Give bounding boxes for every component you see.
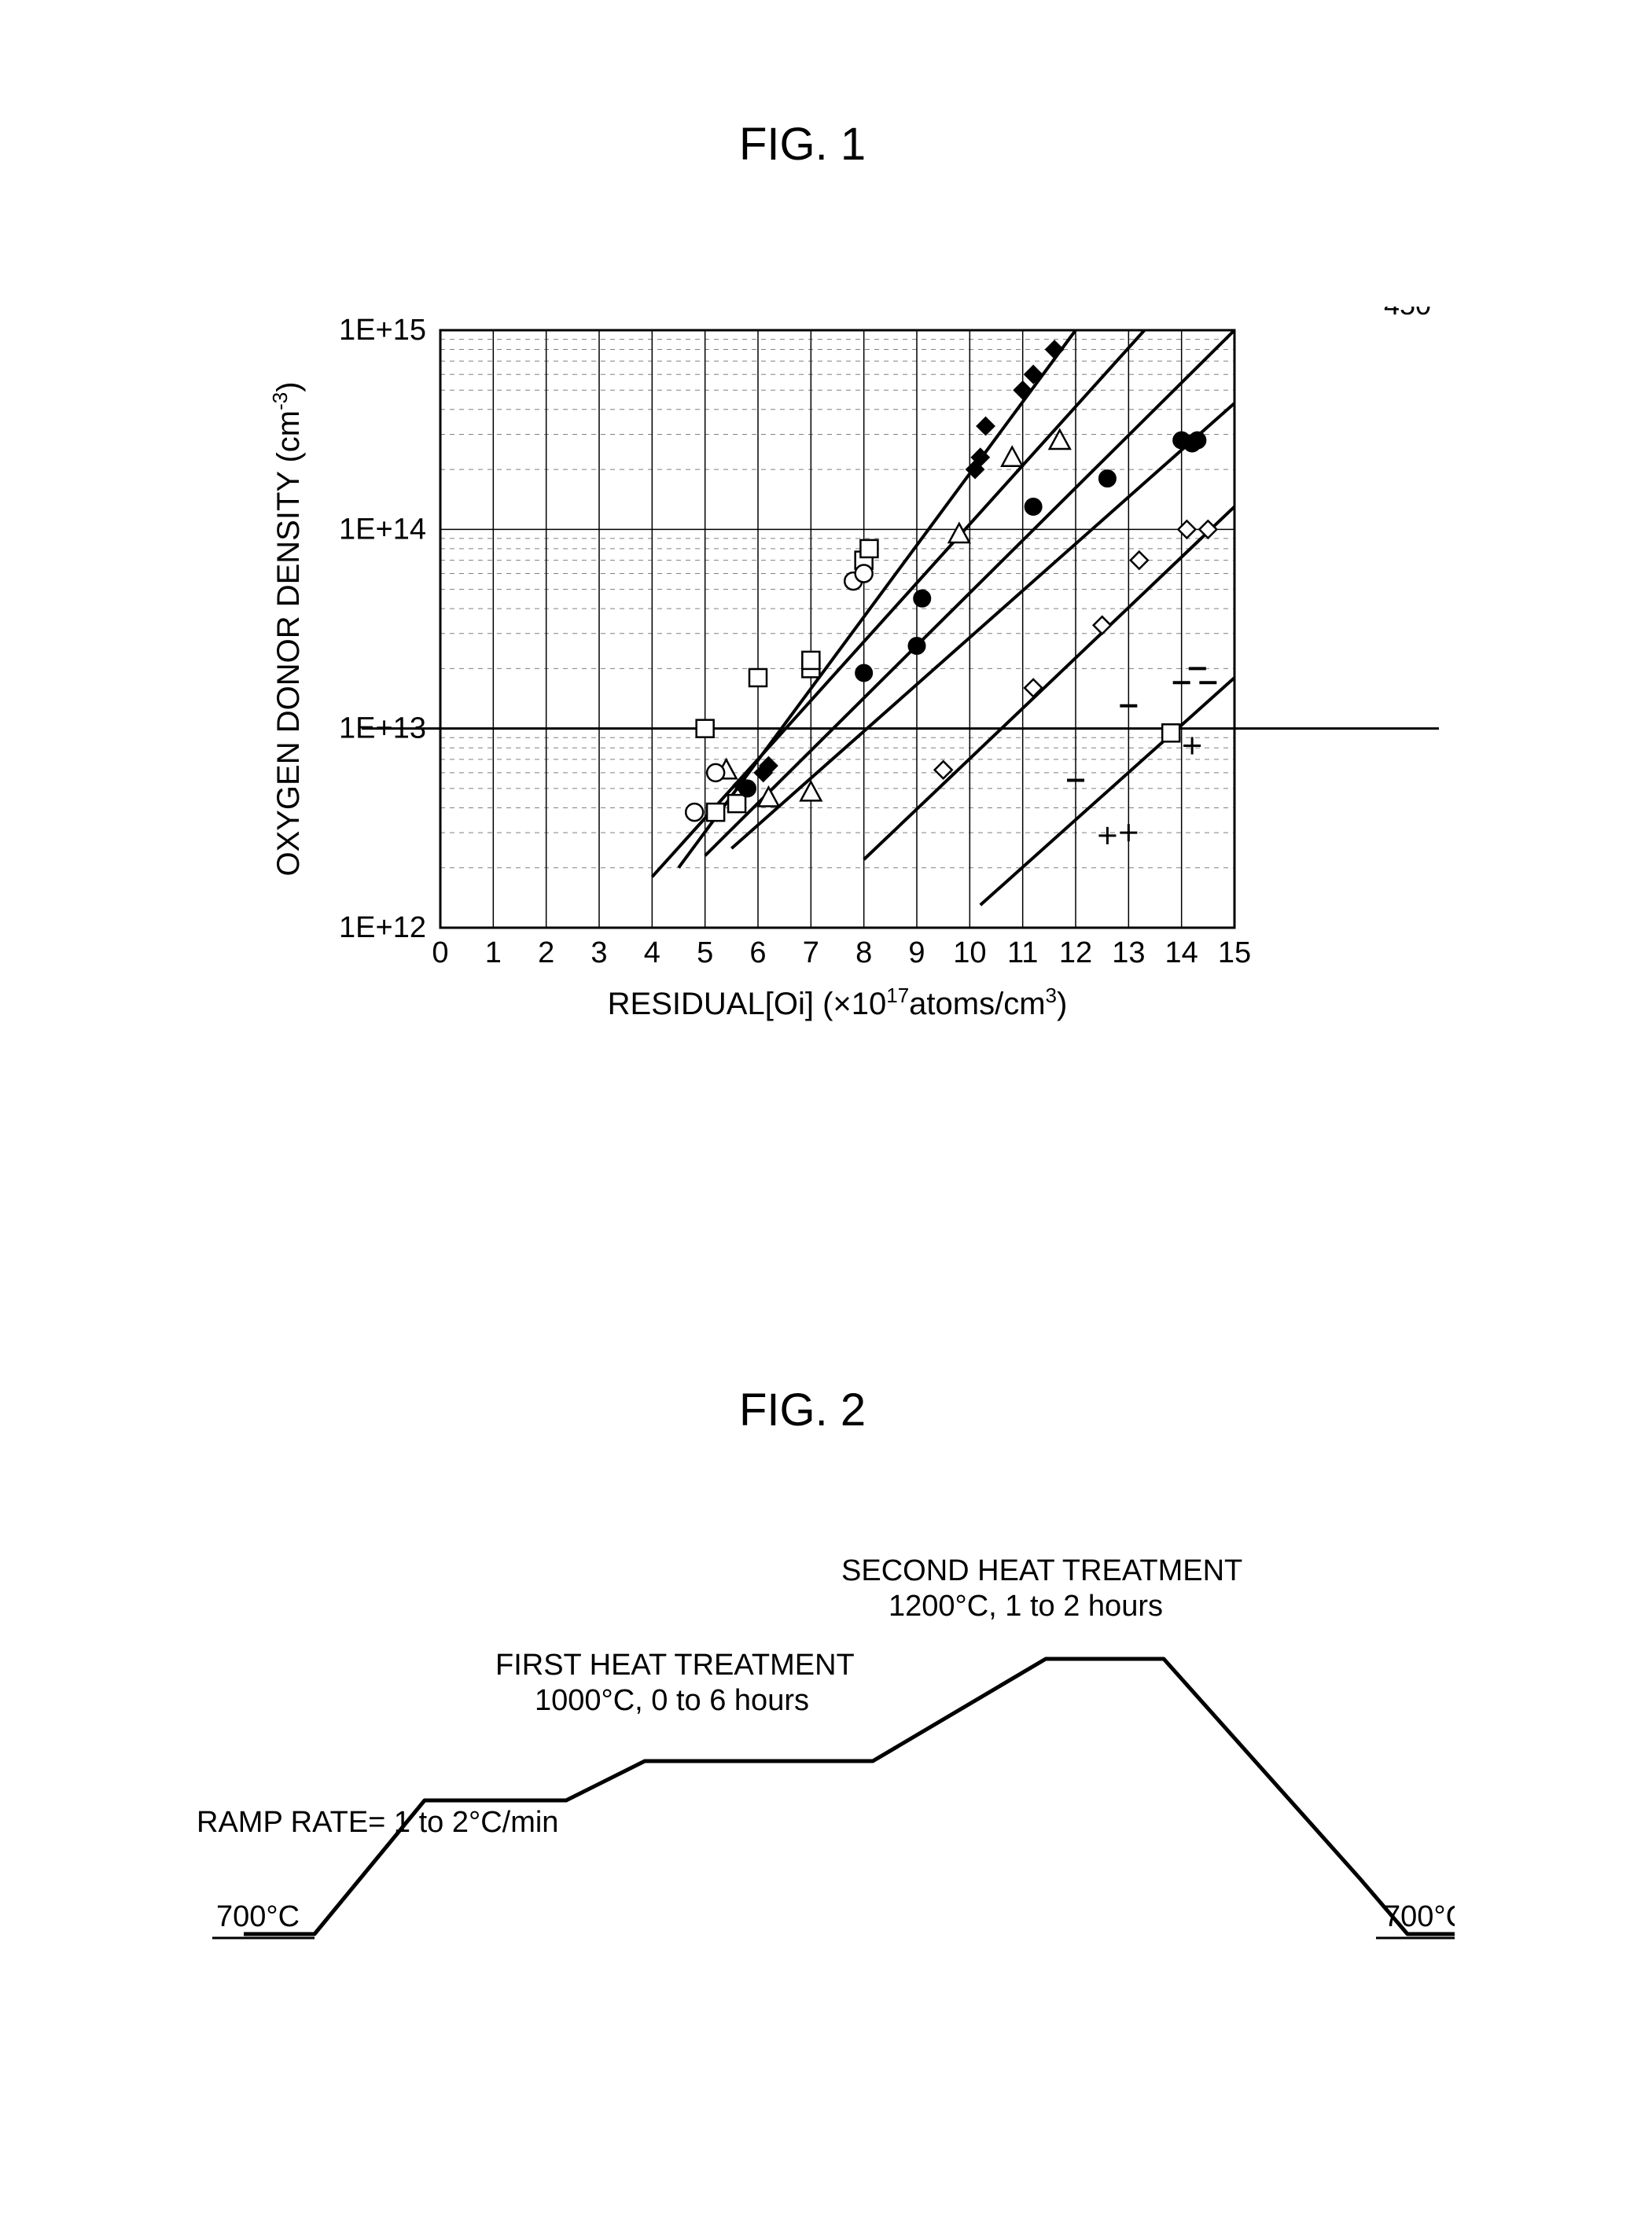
svg-text:RESIDUAL[Oi] (×1017atoms/cm3): RESIDUAL[Oi] (×1017atoms/cm3) (608, 984, 1068, 1021)
svg-text:700°C: 700°C (1384, 1900, 1455, 1933)
svg-text:11: 11 (1007, 936, 1038, 969)
svg-text:RAMP RATE= 1 to 2°C/min: RAMP RATE= 1 to 2°C/min (197, 1806, 558, 1839)
svg-text:1E+15: 1E+15 (339, 314, 426, 347)
svg-text:15: 15 (1218, 936, 1251, 969)
svg-text:1E+13: 1E+13 (339, 712, 426, 745)
fig1-title: FIG. 1 (739, 118, 866, 171)
svg-text:OXYGEN DONOR DENSITY (cm-3): OXYGEN DONOR DENSITY (cm-3) (268, 381, 306, 876)
fig2-title: FIG. 2 (739, 1384, 866, 1436)
svg-text:10: 10 (953, 936, 986, 969)
svg-text:9: 9 (908, 936, 925, 969)
svg-text:2: 2 (538, 936, 554, 969)
svg-text:7: 7 (803, 936, 819, 969)
svg-text:1E+14: 1E+14 (339, 513, 426, 546)
svg-text:700°C: 700°C (216, 1900, 300, 1933)
svg-text:4: 4 (644, 936, 660, 969)
svg-text:1E+12: 1E+12 (339, 911, 426, 944)
svg-text:5: 5 (697, 936, 713, 969)
svg-text:450°C/5h: 450°C/5h (1384, 307, 1439, 321)
svg-text:0: 0 (432, 936, 448, 969)
svg-text:1000°C, 0 to 6 hours: 1000°C, 0 to 6 hours (535, 1684, 809, 1717)
svg-text:13: 13 (1112, 936, 1145, 969)
svg-text:3: 3 (591, 936, 607, 969)
svg-text:1200°C, 1 to 2 hours: 1200°C, 1 to 2 hours (889, 1590, 1163, 1623)
svg-text:SECOND HEAT TREATMENT: SECOND HEAT TREATMENT (841, 1554, 1242, 1587)
svg-text:FIRST HEAT TREATMENT: FIRST HEAT TREATMENT (495, 1649, 855, 1682)
svg-text:12: 12 (1059, 936, 1092, 969)
fig1-chart: 01234567891011121314151E+121E+131E+141E+… (252, 307, 1439, 1046)
svg-text:14: 14 (1165, 936, 1198, 969)
fig2-diagram: RAMP RATE= 1 to 2°C/min FIRST HEAT TREATM… (197, 1541, 1455, 1965)
svg-text:8: 8 (855, 936, 872, 969)
svg-text:1: 1 (485, 936, 502, 969)
svg-text:6: 6 (749, 936, 766, 969)
